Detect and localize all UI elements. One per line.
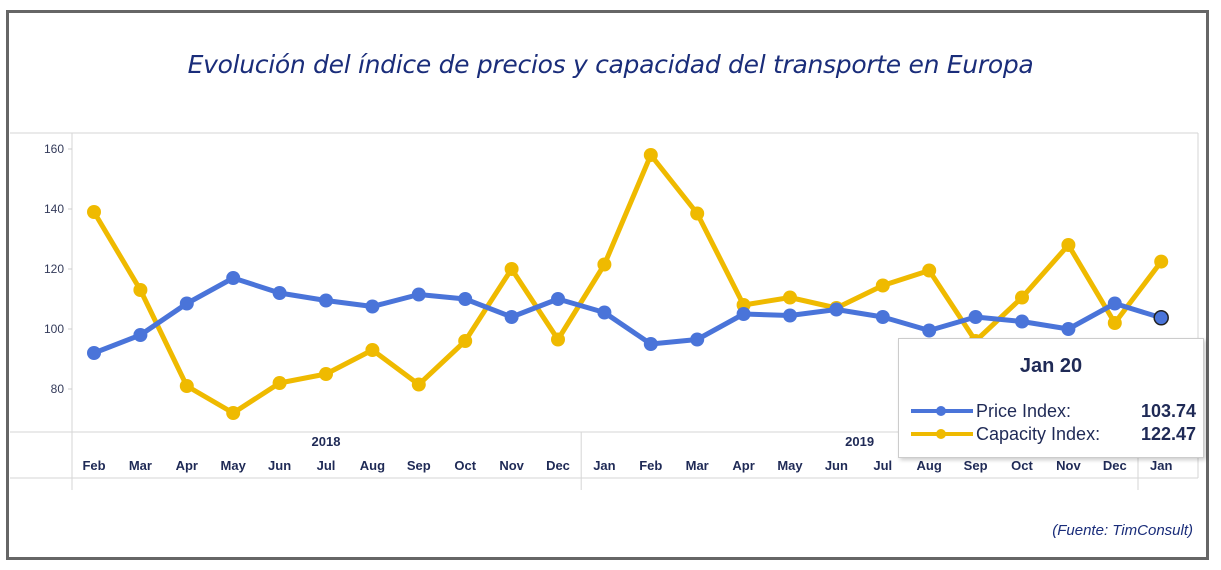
data-point [1015,290,1029,305]
series-price-index [87,271,1169,360]
data-point [1154,254,1169,269]
x-tick-label: Jun [268,458,291,473]
series-line [91,275,1164,356]
tooltip-value: 103.74 [1140,400,1196,421]
tooltip-label: Price Index: [976,400,1072,421]
data-point [643,337,658,351]
tooltip-value: 122.47 [1140,423,1196,444]
data-point [458,334,473,348]
chart-frame [6,10,1209,560]
x-tick-label: Nov [1056,458,1081,473]
tooltip: Jan 20 Price Index: 103.74 Capacity Inde… [898,338,1204,458]
price-legend-icon [911,404,973,418]
data-point [226,406,241,420]
data-point [1107,296,1122,311]
x-tick-label: Jun [825,458,848,473]
x-tick-label: Nov [499,458,524,473]
y-tick-label: 100 [44,322,64,336]
x-tick-label: Aug [360,458,385,473]
data-point [1107,316,1122,330]
x-tick-label: Mar [686,458,709,473]
tooltip-label: Capacity Index: [976,423,1101,444]
year-label: 2019 [845,434,874,449]
highlighted-point [1153,310,1169,326]
source-note: (Fuente: TimConsult) [1052,522,1193,539]
data-point [411,287,426,302]
data-point [1061,238,1076,252]
x-tick-label: Dec [546,458,570,473]
data-point [504,310,519,324]
x-tick-label: Apr [732,458,754,473]
x-tick-label: Dec [1103,458,1127,473]
data-point [1015,314,1029,329]
data-point [226,271,241,285]
year-label: 2018 [312,434,341,449]
data-point [922,323,937,338]
y-tick-label: 160 [44,142,64,156]
data-point [179,379,194,393]
y-tick-label: 120 [44,262,64,276]
data-point [875,278,890,293]
data-point [551,292,565,306]
data-point [504,262,519,276]
data-point [597,305,612,320]
x-tick-label: Oct [1011,458,1033,473]
series-capacity-index [87,148,1169,420]
x-tick-label: Jul [317,458,336,473]
data-point [133,328,148,342]
x-tick-label: May [777,458,803,473]
data-point [411,377,426,392]
x-tick-label: Oct [454,458,476,473]
data-point [133,283,148,297]
data-point [968,310,983,324]
data-point [179,296,194,311]
data-point [458,292,473,306]
data-point [319,367,333,381]
data-point [365,343,380,357]
x-tick-label: Feb [82,458,105,473]
data-point [736,307,751,321]
data-point [597,257,612,272]
x-tick-label: Jan [1150,458,1172,473]
tooltip-row-price: Price Index: 103.74 [911,400,1196,422]
data-point [272,286,287,300]
data-point [829,302,844,317]
data-point [875,310,890,324]
x-tick-label: Sep [964,458,988,473]
data-point [690,332,705,347]
tooltip-row-capacity: Capacity Index: 122.47 [911,423,1196,445]
data-point [319,293,333,308]
tooltip-title: Jan 20 [1019,355,1083,377]
x-tick-label: Apr [176,458,198,473]
data-point [643,148,658,162]
x-tick-label: Sep [407,458,431,473]
y-tick-label: 140 [44,202,64,216]
data-point [87,346,101,360]
data-point [1061,322,1076,336]
x-tick-label: Feb [639,458,662,473]
data-point [551,332,565,347]
data-point [690,206,705,221]
x-tick-label: Jan [593,458,615,473]
data-point [783,290,797,305]
data-point [365,299,380,314]
capacity-legend-icon [911,427,973,441]
data-point [87,205,101,219]
x-tick-label: Jul [873,458,892,473]
x-tick-label: May [221,458,247,473]
x-tick-label: Aug [917,458,942,473]
series-layer [87,148,1169,420]
chart-title: Evolución del índice de precios y capaci… [187,50,1034,79]
data-point [783,308,797,323]
data-point [922,263,937,278]
y-tick-label: 80 [51,382,65,396]
series-line [91,152,1164,416]
data-point [272,376,287,390]
x-tick-label: Mar [129,458,152,473]
